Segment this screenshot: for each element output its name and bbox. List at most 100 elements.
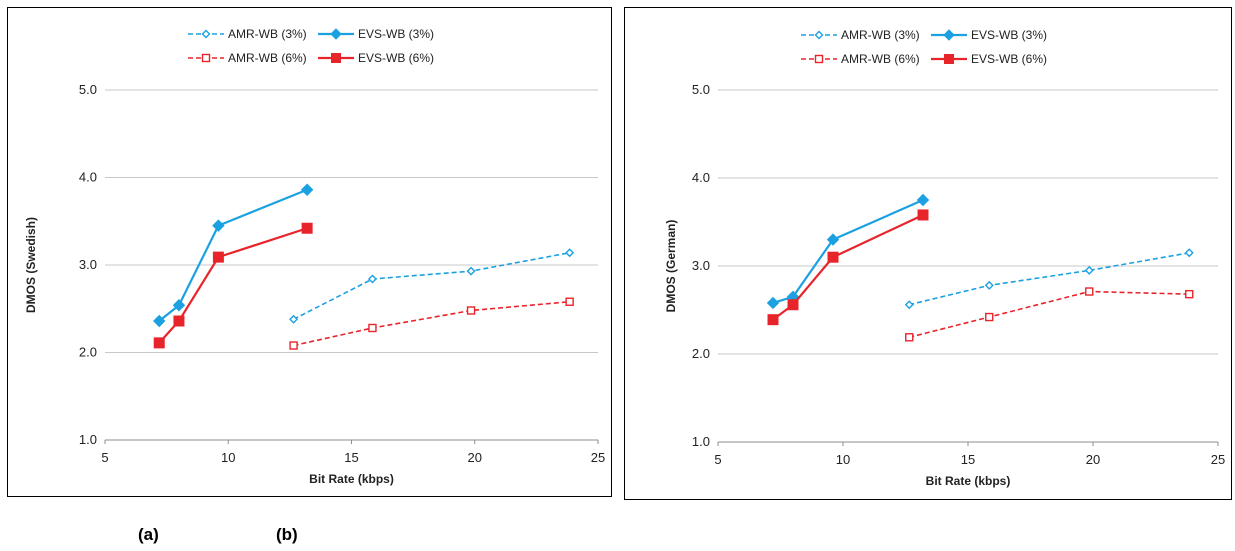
y-tick-label: 5.0 xyxy=(79,82,97,97)
data-point xyxy=(787,299,799,311)
chart-svg-b: 1.0 2.0 3.0 4.0 5.0 5 10 15 20 25 Bit Rate (kbps) D… xyxy=(664,28,1225,488)
series-amr-wb-6 xyxy=(905,287,1194,342)
legend: AMR-WB (3%) AMR-WB (6%) EVS-WB (3%) EVS-WB … xyxy=(801,28,1047,66)
data-point xyxy=(173,315,185,327)
legend-label: EVS-WB (6%) xyxy=(358,51,434,65)
legend-entry-amr-wb-6: AMR-WB (6%) xyxy=(801,52,920,66)
x-tick-label: 5 xyxy=(714,452,721,467)
data-point xyxy=(1084,265,1094,275)
series-line-evs-wb-6 xyxy=(158,227,308,344)
data-point xyxy=(172,299,186,312)
legend-entry-amr-wb-6: AMR-WB (6%) xyxy=(188,51,307,65)
legend-marker xyxy=(331,53,341,63)
data-point xyxy=(767,314,779,326)
legend-label: AMR-WB (6%) xyxy=(841,52,920,66)
data-point xyxy=(289,314,299,324)
series-line-amr-wb-6 xyxy=(293,300,570,347)
y-tick-label: 2.0 xyxy=(79,345,97,360)
data-point xyxy=(1184,248,1194,258)
caption-a: (a) xyxy=(138,525,159,544)
legend-entry-evs-wb-6: EVS-WB (6%) xyxy=(318,51,434,65)
legend-marker xyxy=(944,54,954,64)
data-point xyxy=(367,274,377,284)
x-axis-title: Bit Rate (kbps) xyxy=(309,472,394,486)
data-point xyxy=(368,323,377,333)
series-evs-wb-6 xyxy=(153,222,313,349)
data-point xyxy=(905,333,914,342)
x-tick-label: 5 xyxy=(101,450,108,465)
legend-label: AMR-WB (3%) xyxy=(228,27,307,41)
data-point xyxy=(153,337,165,349)
legend-marker xyxy=(201,53,211,63)
legend-marker xyxy=(814,54,824,64)
x-tick-label: 25 xyxy=(1211,452,1225,467)
data-point xyxy=(904,300,914,310)
x-tick-label: 25 xyxy=(591,450,605,465)
series-evs-wb-3 xyxy=(766,193,930,310)
data-point xyxy=(917,209,929,221)
data-point xyxy=(301,222,313,234)
data-point xyxy=(766,296,780,310)
chart-svg-a: 1.0 2.0 3.0 4.0 5.0 5 10 15 20 25 Bit Rate (kbps) D… xyxy=(24,27,605,486)
series-line-evs-wb-3 xyxy=(158,188,308,322)
y-tick-label: 2.0 xyxy=(692,346,710,361)
series-line-evs-wb-3 xyxy=(772,198,924,305)
data-point xyxy=(916,193,930,207)
y-tick-label: 4.0 xyxy=(692,170,710,185)
series-line-amr-wb-6 xyxy=(909,290,1190,339)
data-point xyxy=(565,297,574,306)
series-amr-wb-6 xyxy=(289,297,574,350)
chart-panel-a: 1.0 2.0 3.0 4.0 5.0 5 10 15 20 25 Bit Rate (kbps) D… xyxy=(7,7,612,497)
legend-entry-evs-wb-3: EVS-WB (3%) xyxy=(931,28,1047,42)
data-point xyxy=(289,341,298,350)
data-point xyxy=(827,251,839,263)
data-point xyxy=(466,306,476,315)
x-tick-label: 10 xyxy=(836,452,850,467)
series-evs-wb-3 xyxy=(153,183,314,328)
y-tick-label: 5.0 xyxy=(692,82,710,97)
series-amr-wb-3 xyxy=(904,248,1194,310)
series-amr-wb-3 xyxy=(289,248,575,324)
legend-label: AMR-WB (6%) xyxy=(228,51,307,65)
legend-label: EVS-WB (6%) xyxy=(971,52,1047,66)
data-point xyxy=(153,314,166,328)
series-line-amr-wb-3 xyxy=(909,252,1190,306)
x-tick-label: 15 xyxy=(344,450,358,465)
x-tick-label: 20 xyxy=(1086,452,1100,467)
y-axis-title: DMOS (Swedish) xyxy=(24,217,38,313)
y-axis-title: DMOS (German) xyxy=(664,220,678,313)
y-tick-label: 1.0 xyxy=(692,434,710,449)
data-point xyxy=(1185,289,1194,299)
x-axis-title: Bit Rate (kbps) xyxy=(926,474,1011,488)
legend-marker xyxy=(943,29,955,41)
x-tick-label: 20 xyxy=(468,450,482,465)
data-point xyxy=(985,312,994,322)
series-evs-wb-6 xyxy=(767,209,929,326)
legend-entry-evs-wb-3: EVS-WB (3%) xyxy=(318,27,434,41)
y-tick-label: 3.0 xyxy=(692,258,710,273)
chart-panel-b: 1.0 2.0 3.0 4.0 5.0 5 10 15 20 25 Bit Rate (kbps) D… xyxy=(624,7,1232,500)
legend-entry-amr-wb-3: AMR-WB (3%) xyxy=(801,28,920,42)
y-tick-label: 3.0 xyxy=(79,257,97,272)
x-tick-label: 10 xyxy=(221,450,235,465)
legend-label: AMR-WB (3%) xyxy=(841,28,920,42)
legend: AMR-WB (3%) AMR-WB (6%) EVS-WB (3%) EVS-WB … xyxy=(188,27,434,65)
series-line-amr-wb-3 xyxy=(293,251,570,320)
legend-entry-evs-wb-6: EVS-WB (6%) xyxy=(931,52,1047,66)
y-tick-label: 1.0 xyxy=(79,432,97,447)
data-point xyxy=(300,183,314,196)
data-point xyxy=(984,280,994,290)
data-point xyxy=(565,248,575,258)
y-tick-label: 4.0 xyxy=(79,170,97,185)
caption-b: (b) xyxy=(276,525,298,544)
legend-label: EVS-WB (3%) xyxy=(971,28,1047,42)
data-point xyxy=(466,266,476,276)
legend-marker xyxy=(330,28,342,40)
x-tick-label: 15 xyxy=(961,452,975,467)
legend-entry-amr-wb-3: AMR-WB (3%) xyxy=(188,27,307,41)
data-point xyxy=(1085,287,1094,296)
series-line-evs-wb-6 xyxy=(772,213,924,321)
data-point xyxy=(826,233,840,246)
legend-label: EVS-WB (3%) xyxy=(358,27,434,41)
data-point xyxy=(212,219,225,232)
